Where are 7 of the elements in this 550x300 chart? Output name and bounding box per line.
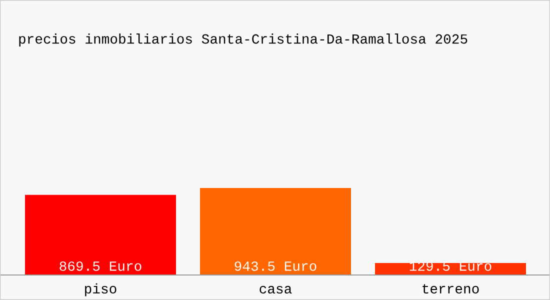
x-tick-label: terreno [422, 284, 479, 294]
x-tick-label: piso [85, 283, 116, 296]
data-label: 129.5 Euro [410, 261, 492, 271]
x-tick-label: casa [260, 286, 292, 294]
chart-title: precios inmobiliarios Santa-Cristina-Da-Ramallosa 2025 [19, 34, 468, 46]
data-label: 943.5 Euro [234, 261, 316, 271]
data-label: 869.5 Euro [60, 261, 142, 271]
